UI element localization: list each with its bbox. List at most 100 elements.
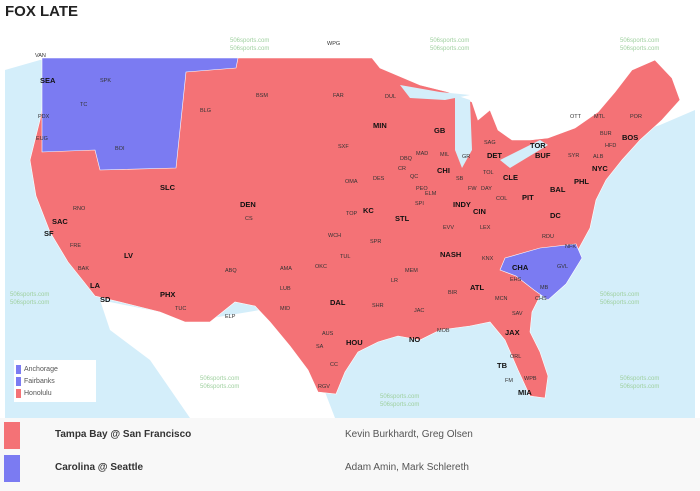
legend-swatch: [16, 364, 21, 374]
lake-michigan: [455, 95, 472, 168]
market-label-dc: DC: [550, 211, 561, 220]
market-label-hfd: HFD: [605, 143, 616, 149]
legend-item: Anchorage: [14, 363, 96, 375]
market-label-atl: ATL: [470, 283, 484, 292]
map-legend: Anchorage Fairbanks Honolulu: [14, 360, 96, 402]
market-label-tul: TUL: [340, 254, 350, 260]
legend-label: Honolulu: [24, 389, 52, 397]
market-label-dal: DAL: [330, 298, 346, 307]
market-label-lub: LUB: [280, 286, 291, 292]
market-label-van: VAN: [35, 53, 46, 59]
market-label-kc: KC: [363, 206, 374, 215]
market-label-mtl: MTL: [594, 114, 605, 120]
game-color-swatch: [4, 455, 20, 482]
watermark-text: 506sports.com: [430, 38, 469, 44]
market-label-bir: BIR: [448, 290, 457, 296]
market-label-phx: PHX: [160, 290, 175, 299]
watermark-text: 506sports.com: [200, 384, 239, 390]
game-row: Tampa Bay @ San Francisco Kevin Burkhard…: [0, 420, 700, 452]
market-label-pdx: PDX: [38, 114, 50, 120]
market-label-rno: RNO: [73, 206, 86, 212]
market-label-cha: CHA: [512, 263, 529, 272]
watermark-text: 506sports.com: [620, 384, 659, 390]
market-label-sd: SD: [100, 295, 111, 304]
market-label-min: MIN: [373, 121, 387, 130]
game-matchup: Carolina @ Seattle: [55, 462, 144, 473]
market-label-pit: PIT: [522, 193, 534, 202]
watermarks: 506sports.com 506sports.com 506sports.com 5…: [10, 38, 659, 408]
market-label-tc: TC: [80, 102, 87, 108]
market-label-tb: TB: [497, 361, 508, 370]
market-label-blg: BLG: [200, 108, 211, 114]
market-label-spk: SPK: [100, 78, 111, 84]
market-label-chs: CHS: [535, 296, 547, 302]
market-label-shr: SHR: [372, 303, 384, 309]
market-label-cle: CLE: [503, 173, 518, 182]
market-label-abq: ABQ: [225, 268, 237, 274]
market-label-gb: GB: [434, 126, 446, 135]
legend-label: Fairbanks: [24, 377, 55, 385]
market-label-bsm: BSM: [256, 93, 268, 99]
game-announcers: Kevin Burkhardt, Greg Olsen: [345, 429, 473, 440]
market-label-cr: CR: [398, 166, 406, 172]
game-announcers: Adam Amin, Mark Schlereth: [345, 462, 469, 473]
market-label-sa: SA: [316, 344, 324, 350]
market-label-mil: MIL: [440, 152, 449, 158]
market-label-bur: BUR: [600, 131, 612, 137]
market-label-tol: TOL: [483, 170, 494, 176]
legend-item: Fairbanks: [14, 375, 96, 387]
watermark-text: 506sports.com: [10, 292, 49, 298]
market-label-sac: SAC: [52, 217, 68, 226]
market-label-wpg: WPG: [327, 41, 340, 47]
market-label-knx: KNX: [482, 256, 494, 262]
market-label-phl: PHL: [574, 177, 589, 186]
market-label-tuc: TUC: [175, 306, 186, 312]
market-label-syr: SYR: [568, 153, 579, 159]
legend-swatch: [16, 388, 21, 398]
market-label-bal: BAL: [550, 185, 566, 194]
market-label-mad: MAD: [416, 151, 428, 157]
watermark-text: 506sports.com: [620, 38, 659, 44]
market-label-sxf: SXF: [338, 144, 349, 150]
market-label-aus: AUS: [322, 331, 334, 337]
market-label-col: COL: [496, 196, 507, 202]
game-color-swatch: [4, 422, 20, 449]
market-label-rdu: RDU: [542, 234, 554, 240]
market-label-cc: CC: [330, 362, 338, 368]
watermark-text: 506sports.com: [200, 376, 239, 382]
watermark-text: 506sports.com: [620, 376, 659, 382]
page-title: FOX LATE: [5, 3, 79, 20]
us-blue-northwest: [41, 57, 239, 171]
market-label-far: FAR: [333, 93, 344, 99]
legend-label: Anchorage: [24, 365, 58, 373]
market-label-indy: INDY: [453, 200, 471, 209]
market-label-ott: OTT: [570, 114, 582, 120]
market-label-mid: MID: [280, 306, 290, 312]
games-list: Tampa Bay @ San Francisco Kevin Burkhard…: [0, 418, 700, 491]
watermark-text: 506sports.com: [10, 300, 49, 306]
lake-superior: [400, 85, 470, 100]
market-label-dul: DUL: [385, 94, 396, 100]
market-label-spi: SPI: [415, 201, 424, 207]
market-label-top: TOP: [346, 211, 358, 217]
market-label-evv: EVV: [443, 225, 454, 231]
market-label-elm: ELM: [425, 191, 437, 197]
market-label-rgv: RGV: [318, 384, 330, 390]
market-label-mia: MIA: [518, 388, 532, 397]
market-label-gr: GR: [462, 154, 470, 160]
market-label-sf: SF: [44, 229, 54, 238]
market-label-day: DAY: [481, 186, 492, 192]
market-label-lv: LV: [124, 251, 133, 260]
game-matchup: Tampa Bay @ San Francisco: [55, 429, 192, 440]
watermark-text: 506sports.com: [600, 300, 639, 306]
watermark-text: 506sports.com: [230, 38, 269, 44]
market-label-nash: NASH: [440, 250, 461, 259]
market-label-stl: STL: [395, 214, 410, 223]
us-blue-carolinas: [499, 243, 583, 301]
watermark-text: 506sports.com: [380, 394, 419, 400]
market-label-orl: ORL: [510, 354, 521, 360]
us-red-coverage: [29, 57, 681, 399]
market-label-ehs: EHS: [510, 277, 522, 283]
market-label-qc: QC: [410, 174, 418, 180]
coverage-map: 506sports.com 506sports.com 506sports.com 5…: [5, 30, 695, 418]
